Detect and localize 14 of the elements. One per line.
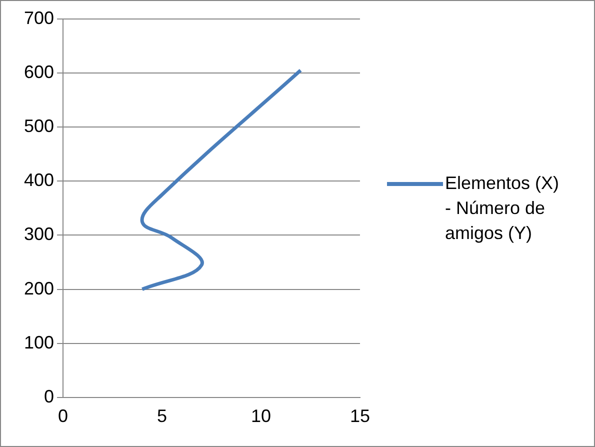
y-tick-label: 700 <box>24 8 54 28</box>
legend-label: Elementos (X) - Número de amigos (Y) <box>445 172 560 245</box>
y-tick-label: 400 <box>24 170 54 190</box>
y-tick-label: 0 <box>44 386 54 406</box>
x-tick-label: 10 <box>250 406 272 426</box>
x-tick-label: 15 <box>350 406 370 426</box>
y-tick-label: 200 <box>24 278 54 298</box>
y-tick-label: 600 <box>24 62 54 82</box>
x-tick-label: 5 <box>157 406 168 426</box>
y-tick-label: 500 <box>24 116 54 136</box>
x-tick-label: 0 <box>58 406 68 426</box>
y-tick-label: 100 <box>24 332 54 352</box>
line-series <box>140 68 302 292</box>
y-tick-label: 300 <box>24 224 54 244</box>
